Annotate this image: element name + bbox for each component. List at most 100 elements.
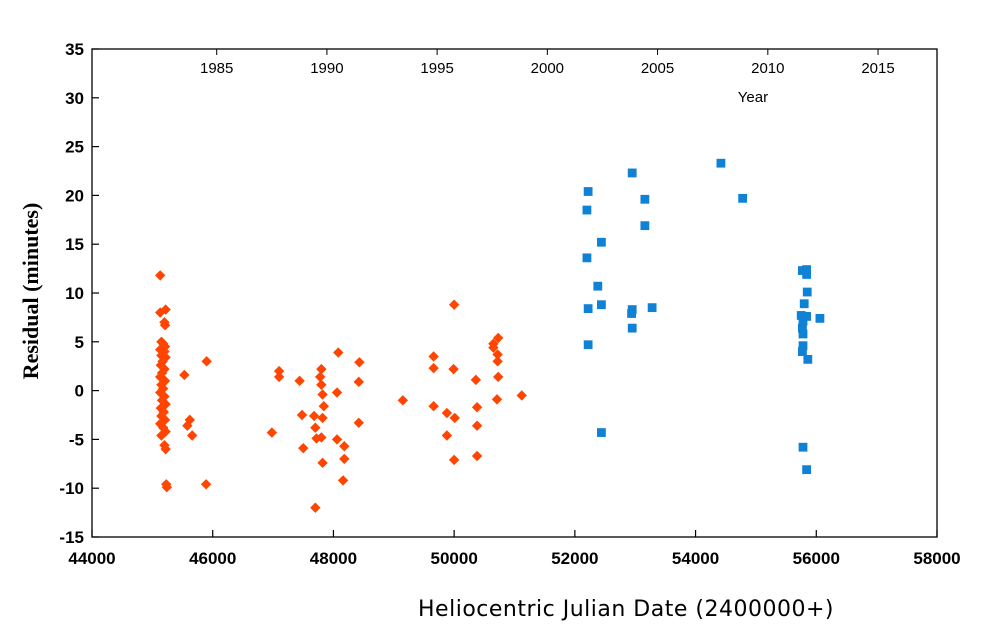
diamond-point [160, 352, 171, 363]
square-point [582, 205, 592, 215]
diamond-point [448, 363, 459, 375]
diamond-point [159, 320, 171, 331]
diamond-point [448, 454, 460, 466]
square-point [647, 303, 657, 313]
square-point [802, 265, 812, 274]
x-tick-label: 48000 [310, 549, 357, 568]
square-point [597, 237, 606, 247]
square-point [640, 194, 650, 204]
x-tick-label: 50000 [431, 549, 478, 568]
diamond-series [155, 270, 527, 513]
y-tick-label: 30 [65, 89, 84, 108]
diamond-point [397, 395, 409, 406]
y-axis-title: Residual (minutes) [18, 203, 43, 380]
y-tick-label: 25 [65, 138, 84, 157]
diamond-point [339, 441, 350, 452]
diamond-point [471, 450, 483, 462]
year-tick-label: 2015 [861, 60, 894, 77]
square-point [627, 168, 637, 178]
square-point [798, 442, 808, 452]
diamond-point [161, 482, 173, 493]
diamond-point [331, 434, 343, 445]
y-tick-label: 0 [75, 382, 84, 401]
diamond-point [493, 332, 504, 344]
y-tick-label: 20 [65, 186, 84, 205]
diamond-point [316, 363, 327, 375]
diamond-point [314, 371, 326, 383]
square-point [640, 221, 650, 231]
diamond-point [294, 375, 305, 387]
x-tick-label: 44000 [68, 549, 115, 568]
diamond-point [353, 376, 364, 388]
label-layer: -15 -10 -5 0 5 10 15 20 25 30 35 44000 46000 48000 500… [18, 40, 961, 622]
square-point [815, 313, 825, 323]
diamond-point [186, 430, 198, 441]
y-tick-label: -10 [59, 479, 84, 498]
diamond-point [160, 304, 171, 315]
year-tick-label: 2000 [531, 60, 564, 77]
square-point [597, 300, 606, 310]
diamond-point [156, 395, 168, 406]
diamond-point [179, 369, 190, 381]
y-tick-label: -15 [59, 528, 84, 547]
y-tick-label: 5 [75, 333, 84, 352]
diamond-point [156, 430, 167, 441]
square-point [799, 299, 809, 309]
square-point [716, 158, 726, 168]
x-tick-label: 46000 [189, 549, 236, 568]
diamond-point [449, 412, 460, 424]
year-tick-label: 1990 [310, 60, 343, 77]
diamond-point [428, 362, 439, 374]
y-tick-label: 15 [65, 235, 84, 254]
diamond-point [492, 356, 503, 367]
square-point [627, 323, 637, 333]
diamond-point [491, 394, 503, 405]
y-tick-label: 35 [65, 40, 84, 59]
year-tick-label: 1995 [420, 60, 453, 77]
diamond-point [441, 430, 453, 441]
square-point [798, 341, 808, 351]
square-point [738, 193, 748, 203]
year-tick-label: 1985 [200, 60, 233, 77]
x-tick-label: 56000 [793, 549, 840, 568]
diamond-point [160, 443, 171, 455]
diamond-point [448, 299, 460, 310]
diamond-point [441, 407, 453, 419]
diamond-point [470, 374, 482, 386]
y-tick-label: 10 [65, 284, 84, 303]
square-point [798, 329, 808, 339]
diamond-point [201, 356, 212, 367]
diamond-point [353, 417, 364, 429]
diamond-point [308, 410, 320, 422]
square-point [597, 428, 606, 437]
diamond-point [318, 401, 329, 412]
x-tick-label: 52000 [551, 549, 598, 568]
diamond-point [317, 457, 328, 469]
year-tick-label: 2010 [751, 60, 784, 77]
year-axis-title: Year [738, 89, 768, 106]
diamond-point [155, 270, 166, 281]
diamond-point [316, 432, 327, 443]
square-point [582, 253, 592, 263]
diamond-point [316, 379, 327, 390]
diamond-point [184, 414, 195, 426]
diamond-point [296, 409, 308, 421]
diamond-point [310, 422, 321, 433]
square-point [583, 187, 593, 196]
diamond-point [273, 365, 285, 377]
y-tick-label: -5 [69, 430, 84, 449]
diamond-point [488, 342, 499, 353]
year-tick-label: 2005 [641, 60, 674, 77]
x-axis-title: Heliocentric Julian Date (2400000+) [418, 597, 834, 622]
diamond-point [492, 349, 503, 360]
diamond-point [516, 390, 527, 401]
square-point [803, 354, 813, 364]
square-point [798, 347, 807, 356]
diamond-point [339, 453, 350, 465]
diamond-point [317, 412, 328, 424]
square-point [593, 281, 603, 291]
square-point [802, 270, 812, 279]
x-tick-label: 58000 [913, 549, 960, 568]
series-layer [155, 158, 825, 513]
